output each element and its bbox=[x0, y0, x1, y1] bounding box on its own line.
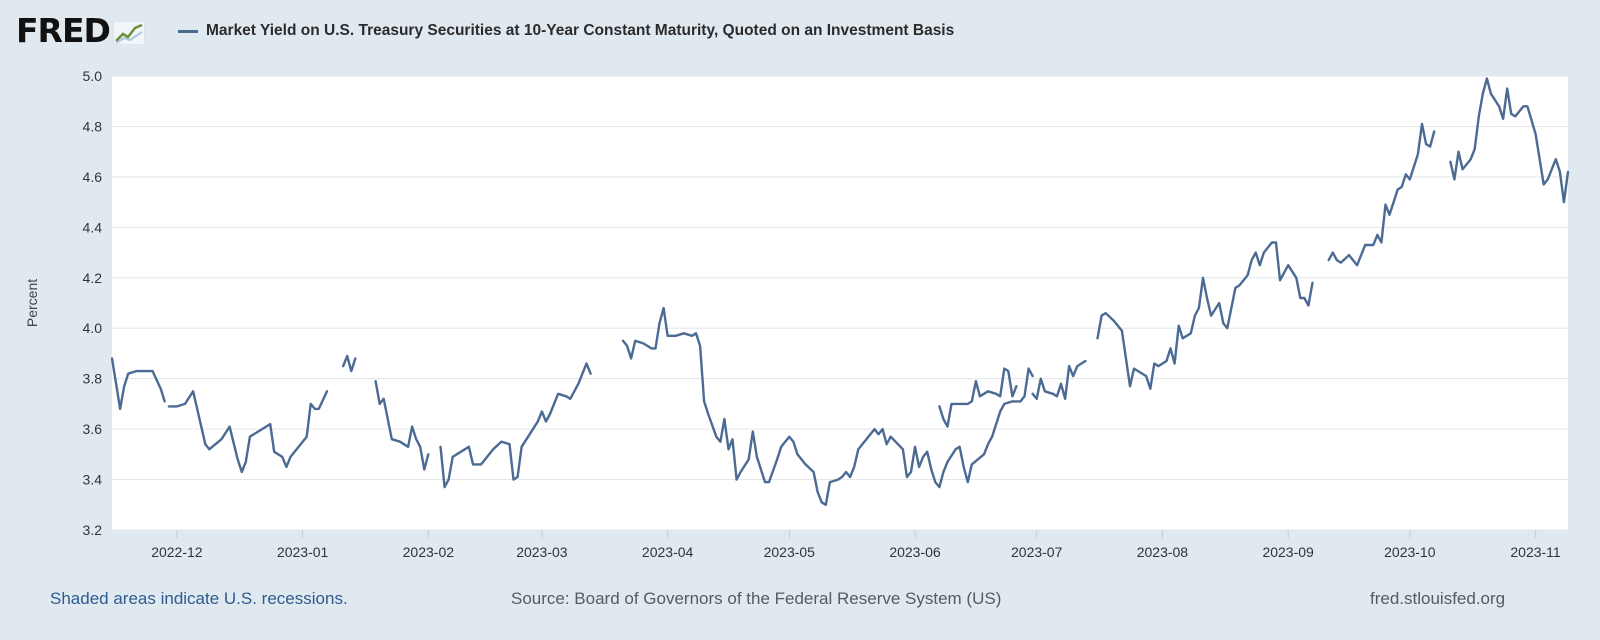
y-tick-label: 3.4 bbox=[83, 472, 103, 488]
grid-lines bbox=[112, 75, 1568, 531]
source-text: Source: Board of Governors of the Federa… bbox=[511, 589, 1002, 608]
x-tick-label: 2023-07 bbox=[1011, 544, 1063, 560]
fred-logo[interactable]: FRED bbox=[16, 14, 145, 47]
series-line-segment[interactable] bbox=[1449, 77, 1570, 204]
x-tick-label: 2023-03 bbox=[516, 544, 568, 560]
y-tick-label: 4.2 bbox=[83, 270, 103, 286]
series-line-segment[interactable] bbox=[110, 357, 166, 411]
series-line-segment[interactable] bbox=[342, 354, 357, 373]
series-swatch bbox=[178, 29, 198, 33]
line-chart-icon bbox=[112, 21, 145, 45]
y-axis-title: Percent bbox=[24, 279, 40, 327]
y-tick-label: 4.0 bbox=[83, 320, 103, 336]
series-line-segment[interactable] bbox=[1031, 359, 1087, 400]
y-tick-label: 4.8 bbox=[83, 118, 103, 134]
y-tick-label: 3.2 bbox=[83, 522, 103, 538]
chart-title-text: Market Yield on U.S. Treasury Securities… bbox=[206, 22, 955, 39]
x-tick-label: 2023-08 bbox=[1137, 544, 1189, 560]
site-link[interactable]: fred.stlouisfed.org bbox=[1370, 589, 1506, 608]
y-tick-label: 3.6 bbox=[83, 421, 103, 437]
x-tick-label: 2023-02 bbox=[403, 544, 455, 560]
recession-note-link[interactable]: Shaded areas indicate U.S. recessions. bbox=[50, 589, 348, 608]
series-line-segment[interactable] bbox=[1096, 241, 1314, 390]
x-tick-label: 2023-04 bbox=[642, 544, 694, 560]
chart-title: Market Yield on U.S. Treasury Securities… bbox=[178, 22, 954, 40]
x-tick-label: 2022-12 bbox=[151, 544, 203, 560]
series-line-segment[interactable] bbox=[167, 390, 329, 474]
series-line-segment[interactable] bbox=[938, 367, 1018, 428]
x-tick-label: 2023-11 bbox=[1510, 544, 1561, 560]
y-tick-label: 4.4 bbox=[83, 219, 103, 235]
y-tick-label: 3.8 bbox=[83, 371, 103, 387]
series-line-segment[interactable] bbox=[374, 380, 430, 471]
series-line-segment[interactable] bbox=[621, 306, 1034, 506]
logo-text: FRED bbox=[16, 11, 111, 50]
series-line[interactable] bbox=[110, 77, 1570, 506]
x-tick-label: 2023-10 bbox=[1384, 544, 1436, 560]
y-tick-label: 4.6 bbox=[83, 169, 103, 185]
y-tick-label: 5.0 bbox=[83, 68, 103, 84]
x-tick-label: 2023-06 bbox=[889, 544, 941, 560]
x-axis-ticks: 2022-12 2023-01 2023-02 2023-03 2023-04 2023-… bbox=[151, 530, 1561, 560]
y-axis-ticks: 3.2 3.4 3.6 3.8 4.0 4.2 4.4 4.6 4.8 5.0 bbox=[83, 68, 103, 538]
series-line-segment[interactable] bbox=[1327, 122, 1436, 267]
x-tick-label: 2023-01 bbox=[277, 544, 329, 560]
x-tick-label: 2023-05 bbox=[764, 544, 816, 560]
series-line-segment[interactable] bbox=[439, 362, 592, 489]
x-tick-label: 2023-09 bbox=[1262, 544, 1314, 560]
plot-background bbox=[112, 76, 1568, 530]
